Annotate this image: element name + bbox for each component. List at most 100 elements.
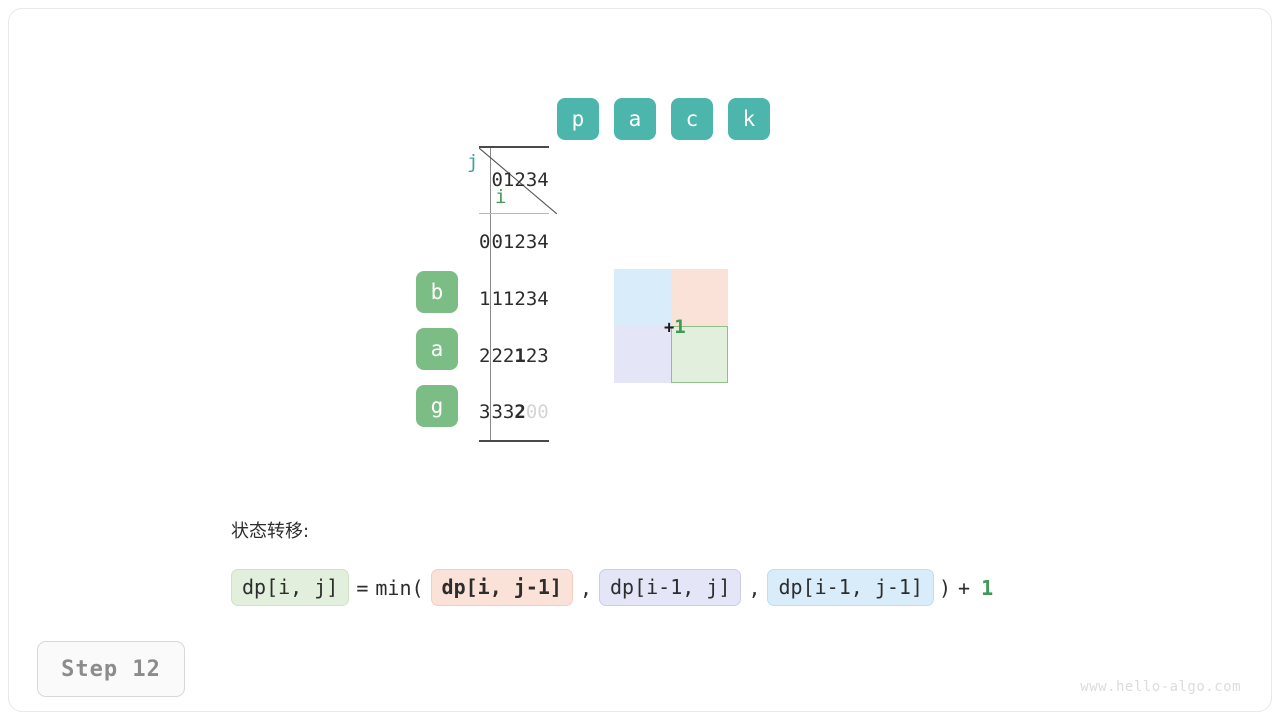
- row-letter-badge: g: [416, 385, 458, 427]
- row-index-value: 0: [479, 230, 491, 253]
- cell-value: 1: [514, 344, 526, 367]
- column-letter-label: a: [628, 107, 642, 131]
- formula-target: dp[i, j]: [231, 569, 350, 606]
- table-cell: 1: [503, 270, 514, 327]
- row-index-value: 1: [479, 287, 491, 310]
- table-cell: 3: [502, 384, 515, 442]
- corner-cell: i j: [467, 146, 557, 214]
- column-index-value: 4: [537, 169, 549, 192]
- cell-value: 1: [502, 230, 515, 253]
- cell-value: 0: [537, 401, 549, 423]
- cell-value: 3: [502, 401, 515, 423]
- table-row: 3 3 3 2 0 0: [479, 384, 549, 442]
- cell-value: 3: [491, 401, 503, 423]
- column-letter-badge: k: [728, 98, 770, 140]
- table-cell: 2: [514, 270, 525, 327]
- table-cell: 2: [526, 327, 537, 384]
- table-cell: 3: [490, 384, 503, 442]
- figure-canvas: p a c k b a g +1: [8, 8, 1272, 712]
- row-letter-label: b: [430, 280, 444, 304]
- column-index-value: 0: [491, 169, 503, 192]
- column-letter-badge: a: [614, 98, 656, 140]
- table-cell: 2: [491, 327, 503, 384]
- row-letter-badge: b: [416, 271, 458, 313]
- formula-close-paren: ): [938, 575, 952, 600]
- table-cell: 2: [503, 327, 514, 384]
- formula-equals: =: [356, 575, 369, 600]
- cell-value: 4: [537, 287, 549, 310]
- column-index-header: 4: [537, 146, 549, 214]
- cell-value: 0: [491, 230, 503, 253]
- row-letter-badge: a: [416, 328, 458, 370]
- table-cell: 0: [537, 384, 549, 442]
- column-axis-label: j: [467, 151, 479, 173]
- highlight-dp-iminus1-j: [614, 326, 671, 383]
- row-index-header: 2: [479, 327, 492, 384]
- cell-value: 2: [525, 344, 538, 367]
- table-row: 2 2 2 1 2 3: [479, 327, 549, 384]
- cell-value: 2: [502, 344, 515, 367]
- highlight-dp-i-jminus1: [671, 269, 728, 326]
- table-cell: 1: [503, 213, 514, 270]
- column-index-value: 2: [514, 169, 526, 192]
- formula-comma: ,: [579, 575, 593, 600]
- table-row: 0 0 1 2 3 4: [479, 213, 549, 270]
- table-cell: 1: [491, 270, 503, 327]
- column-letter-badge: c: [671, 98, 713, 140]
- formula-addend: 1: [981, 575, 994, 600]
- formula-min-fn: min(: [375, 575, 424, 600]
- step-badge: Step 12: [37, 641, 185, 697]
- formula-arg-dp-iminus1-j: dp[i-1, j]: [599, 569, 742, 606]
- cell-value: 2: [514, 401, 526, 423]
- column-index-header: 0: [490, 146, 503, 214]
- table-cell: 4: [537, 270, 548, 327]
- formula-arg-dp-i-jminus1: dp[i, j-1]: [430, 569, 573, 606]
- column-index-value: 3: [525, 169, 538, 192]
- formula-plus: +: [958, 575, 971, 600]
- table-cell: 2: [514, 213, 525, 270]
- table-cell: 3: [526, 270, 537, 327]
- cell-value: 3: [525, 230, 538, 253]
- table-cell: 4: [537, 213, 548, 270]
- column-letter-badges: p a c k: [557, 98, 785, 140]
- cell-value: 1: [491, 287, 503, 310]
- column-index-header: 3: [525, 146, 538, 214]
- column-letter-badge: p: [557, 98, 599, 140]
- increment-value: 1: [674, 316, 686, 338]
- row-letter-label: a: [430, 337, 444, 361]
- cell-value: 0: [525, 401, 538, 423]
- column-index-header: 2: [514, 146, 526, 214]
- table-cell: 3: [537, 327, 548, 384]
- table-cell: 2: [514, 384, 526, 442]
- column-letter-label: c: [685, 107, 699, 131]
- column-index-value: 1: [502, 169, 515, 192]
- cell-value: 4: [537, 230, 549, 253]
- table-cell: 0: [525, 384, 538, 442]
- column-index-header: 1: [502, 146, 515, 214]
- section-caption: 状态转移:: [231, 521, 310, 542]
- cell-value: 1: [502, 287, 515, 310]
- cell-value: 3: [525, 287, 538, 310]
- dp-table: i j 0 1 2 3 4 0 0 1 2 3 4: [467, 146, 557, 442]
- table-cell: 1: [514, 327, 525, 384]
- formula-comma: ,: [748, 575, 761, 600]
- table-header-row: i j 0 1 2 3 4: [467, 146, 557, 214]
- dp-table-wrapper: +1 i j 0 1 2 3 4: [467, 146, 728, 442]
- table-row: 1 1 1 2 3 4: [479, 270, 549, 327]
- row-index-header: 1: [479, 270, 492, 327]
- cell-value: 2: [491, 344, 503, 367]
- table-cell: 0: [491, 213, 503, 270]
- row-index-header: 0: [479, 213, 492, 270]
- plus-one-annotation: +1: [664, 316, 686, 338]
- column-letter-label: p: [571, 107, 585, 131]
- row-index-value: 3: [479, 401, 491, 423]
- formula-arg-dp-iminus1-jminus1: dp[i-1, j-1]: [767, 569, 934, 606]
- cell-value: 2: [514, 287, 526, 310]
- site-watermark: www.hello-algo.com: [1080, 679, 1241, 695]
- column-letter-label: k: [742, 107, 756, 131]
- row-index-header: 3: [479, 384, 492, 442]
- row-letter-label: g: [430, 394, 444, 418]
- cell-value: 3: [537, 344, 549, 367]
- table-cell: 3: [526, 213, 537, 270]
- state-transition-formula: dp[i, j] = min( dp[i, j-1] , dp[i-1, j] …: [231, 569, 993, 606]
